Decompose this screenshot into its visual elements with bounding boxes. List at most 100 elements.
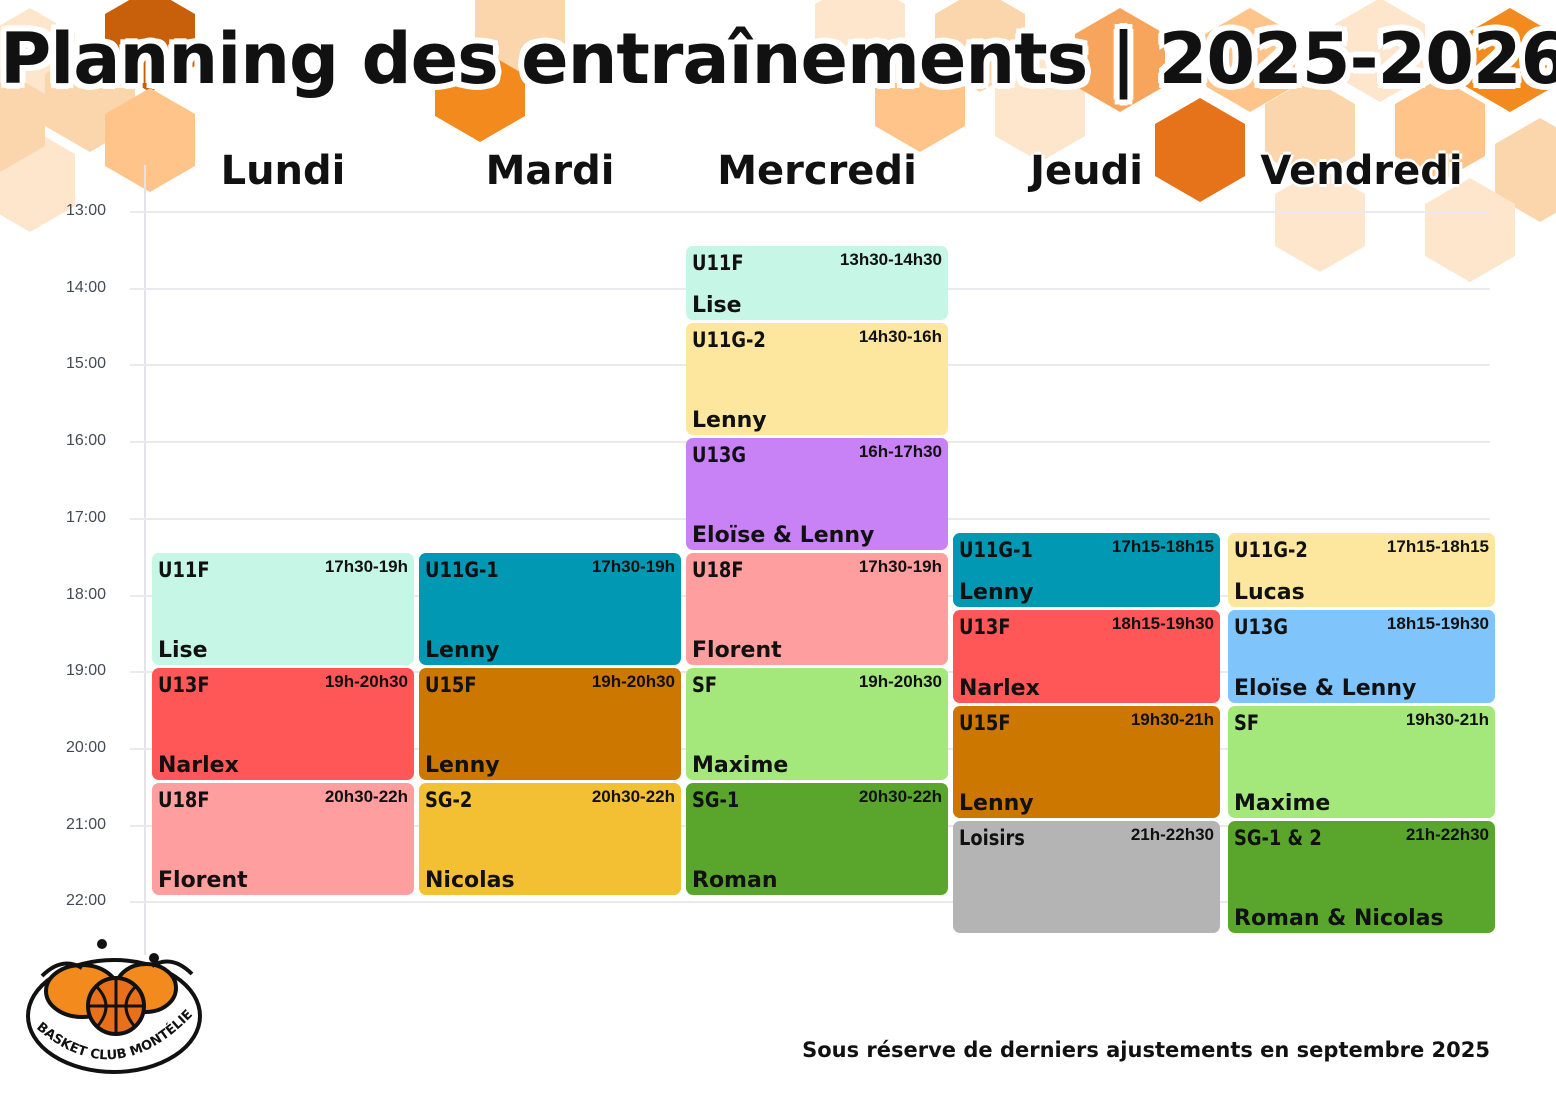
slot-time: 18h15-19h30	[1386, 614, 1489, 634]
slot-time: 16h-17h30	[858, 441, 942, 461]
hour-gridline	[130, 901, 1490, 904]
training-slot[interactable]: U13G 16h-17h30 Eloïse & Lenny	[686, 437, 948, 550]
day-header-2: Mercredi	[717, 148, 917, 194]
slot-coach: Roman & Nicolas	[1234, 906, 1444, 932]
slot-time: 21h-22h30	[1130, 825, 1214, 845]
hexagon-decoration	[1335, 0, 1425, 102]
slot-category: SG-1	[692, 787, 740, 812]
slot-category: U11F	[158, 557, 210, 582]
training-slot[interactable]: U15F 19h30-21h Lenny	[953, 706, 1220, 819]
day-header-0: Lundi	[220, 148, 346, 194]
slot-category: Loisirs	[959, 826, 1025, 851]
time-label: 19:00	[66, 662, 107, 680]
slot-category: U13G	[692, 442, 746, 467]
training-slot[interactable]: U18F 17h30-19h Florent	[686, 552, 948, 665]
slot-time: 13h30-14h30	[839, 249, 942, 269]
slot-coach: Lenny	[959, 580, 1034, 606]
hexagon-decoration	[1155, 98, 1245, 202]
slot-coach: Lenny	[425, 637, 500, 663]
slot-category: U11G-2	[1234, 538, 1308, 563]
day-header-4: Vendredi	[1260, 148, 1463, 194]
page-title: Planning des entraînements | 2025-2026	[0, 18, 1556, 100]
slot-coach: Narlex	[158, 752, 239, 778]
club-logo: BASKET CLUB MONTÉLIER	[22, 936, 202, 1074]
training-slot[interactable]: U11F 17h30-19h Lise	[152, 552, 414, 665]
slot-time: 20h30-22h	[324, 786, 408, 806]
hexagon-decoration	[0, 68, 45, 172]
hexagon-decoration	[875, 48, 965, 152]
footer-note: Sous réserve de derniers ajustements en …	[802, 1038, 1490, 1062]
slot-category: SF	[692, 672, 718, 697]
slot-coach: Roman	[692, 867, 778, 893]
slot-category: U15F	[959, 711, 1011, 736]
slot-coach: Lise	[158, 637, 208, 663]
training-slot[interactable]: U11G-1 17h15-18h15 Lenny	[953, 533, 1220, 608]
hexagon-decoration	[1465, 8, 1555, 112]
training-slot[interactable]: U13F 19h-20h30 Narlex	[152, 667, 414, 780]
training-slot[interactable]: U11F 13h30-14h30 Lise	[686, 245, 948, 320]
slot-category: U11G-1	[425, 557, 499, 582]
slot-coach: Lenny	[692, 407, 767, 433]
training-slot[interactable]: SF 19h-20h30 Maxime	[686, 667, 948, 780]
slot-category: U11G-1	[959, 538, 1033, 563]
time-label: 17:00	[66, 508, 107, 526]
hexagon-decoration	[1205, 8, 1295, 112]
training-slot[interactable]: SF 19h30-21h Maxime	[1228, 706, 1495, 819]
slot-coach: Eloïse & Lenny	[692, 522, 875, 548]
time-label: 21:00	[66, 815, 107, 833]
training-slot[interactable]: U13F 18h15-19h30 Narlex	[953, 610, 1220, 704]
slot-category: U15F	[425, 672, 477, 697]
training-slot[interactable]: U11G-1 17h30-19h Lenny	[419, 552, 681, 665]
day-header-1: Mardi	[485, 148, 615, 194]
honeycomb-background	[0, 0, 1556, 282]
slot-time: 20h30-22h	[858, 786, 942, 806]
hexagon-decoration	[935, 0, 1025, 92]
time-label: 16:00	[66, 432, 107, 450]
slot-category: U13G	[1234, 615, 1288, 640]
slot-coach: Maxime	[1234, 791, 1331, 817]
slot-category: U18F	[158, 787, 210, 812]
training-slot[interactable]: U13G 18h15-19h30 Eloïse & Lenny	[1228, 610, 1495, 704]
training-slot[interactable]: SG-1 & 2 21h-22h30 Roman & Nicolas	[1228, 821, 1495, 934]
slot-time: 17h30-19h	[591, 556, 675, 576]
slot-time: 19h-20h30	[858, 671, 942, 691]
slot-coach: Nicolas	[425, 867, 515, 893]
hexagon-decoration	[1075, 8, 1165, 112]
hexagon-decoration	[1495, 118, 1556, 222]
time-label: 14:00	[66, 278, 107, 296]
training-slot[interactable]: SG-2 20h30-22h Nicolas	[419, 782, 681, 895]
training-slot[interactable]: SG-1 20h30-22h Roman	[686, 782, 948, 895]
training-slot[interactable]: U18F 20h30-22h Florent	[152, 782, 414, 895]
slot-coach: Lenny	[959, 791, 1034, 817]
time-label: 18:00	[66, 585, 107, 603]
training-slot[interactable]: Loisirs 21h-22h30	[953, 821, 1220, 934]
slot-category: U18F	[692, 557, 744, 582]
training-slot[interactable]: U11G-2 14h30-16h Lenny	[686, 322, 948, 435]
hexagon-decoration	[1265, 78, 1355, 182]
hexagon-decoration	[1275, 168, 1365, 272]
slot-coach: Maxime	[692, 752, 789, 778]
training-slot[interactable]: U15F 19h-20h30 Lenny	[419, 667, 681, 780]
time-label: 22:00	[66, 892, 107, 910]
slot-category: SG-2	[425, 787, 473, 812]
slot-coach: Lise	[692, 292, 742, 318]
slot-coach: Eloïse & Lenny	[1234, 676, 1417, 702]
slot-time: 14h30-16h	[858, 326, 942, 346]
slot-time: 20h30-22h	[591, 786, 675, 806]
slot-time: 17h15-18h15	[1111, 537, 1214, 557]
hexagon-decoration	[815, 0, 905, 82]
time-label: 15:00	[66, 355, 107, 373]
slot-category: SF	[1234, 711, 1260, 736]
hexagon-decoration	[435, 38, 525, 142]
slot-time: 19h-20h30	[324, 671, 408, 691]
hexagon-decoration	[475, 0, 565, 72]
training-slot[interactable]: U11G-2 17h15-18h15 Lucas	[1228, 533, 1495, 608]
time-label: 20:00	[66, 738, 107, 756]
slot-time: 19h-20h30	[591, 671, 675, 691]
day-header-3: Jeudi	[1030, 148, 1143, 194]
slot-time: 21h-22h30	[1405, 825, 1489, 845]
time-label: 13:00	[66, 202, 107, 219]
hexagon-decoration	[105, 88, 195, 192]
slot-category: U13F	[158, 672, 210, 697]
slot-category: U11G-2	[692, 327, 766, 352]
